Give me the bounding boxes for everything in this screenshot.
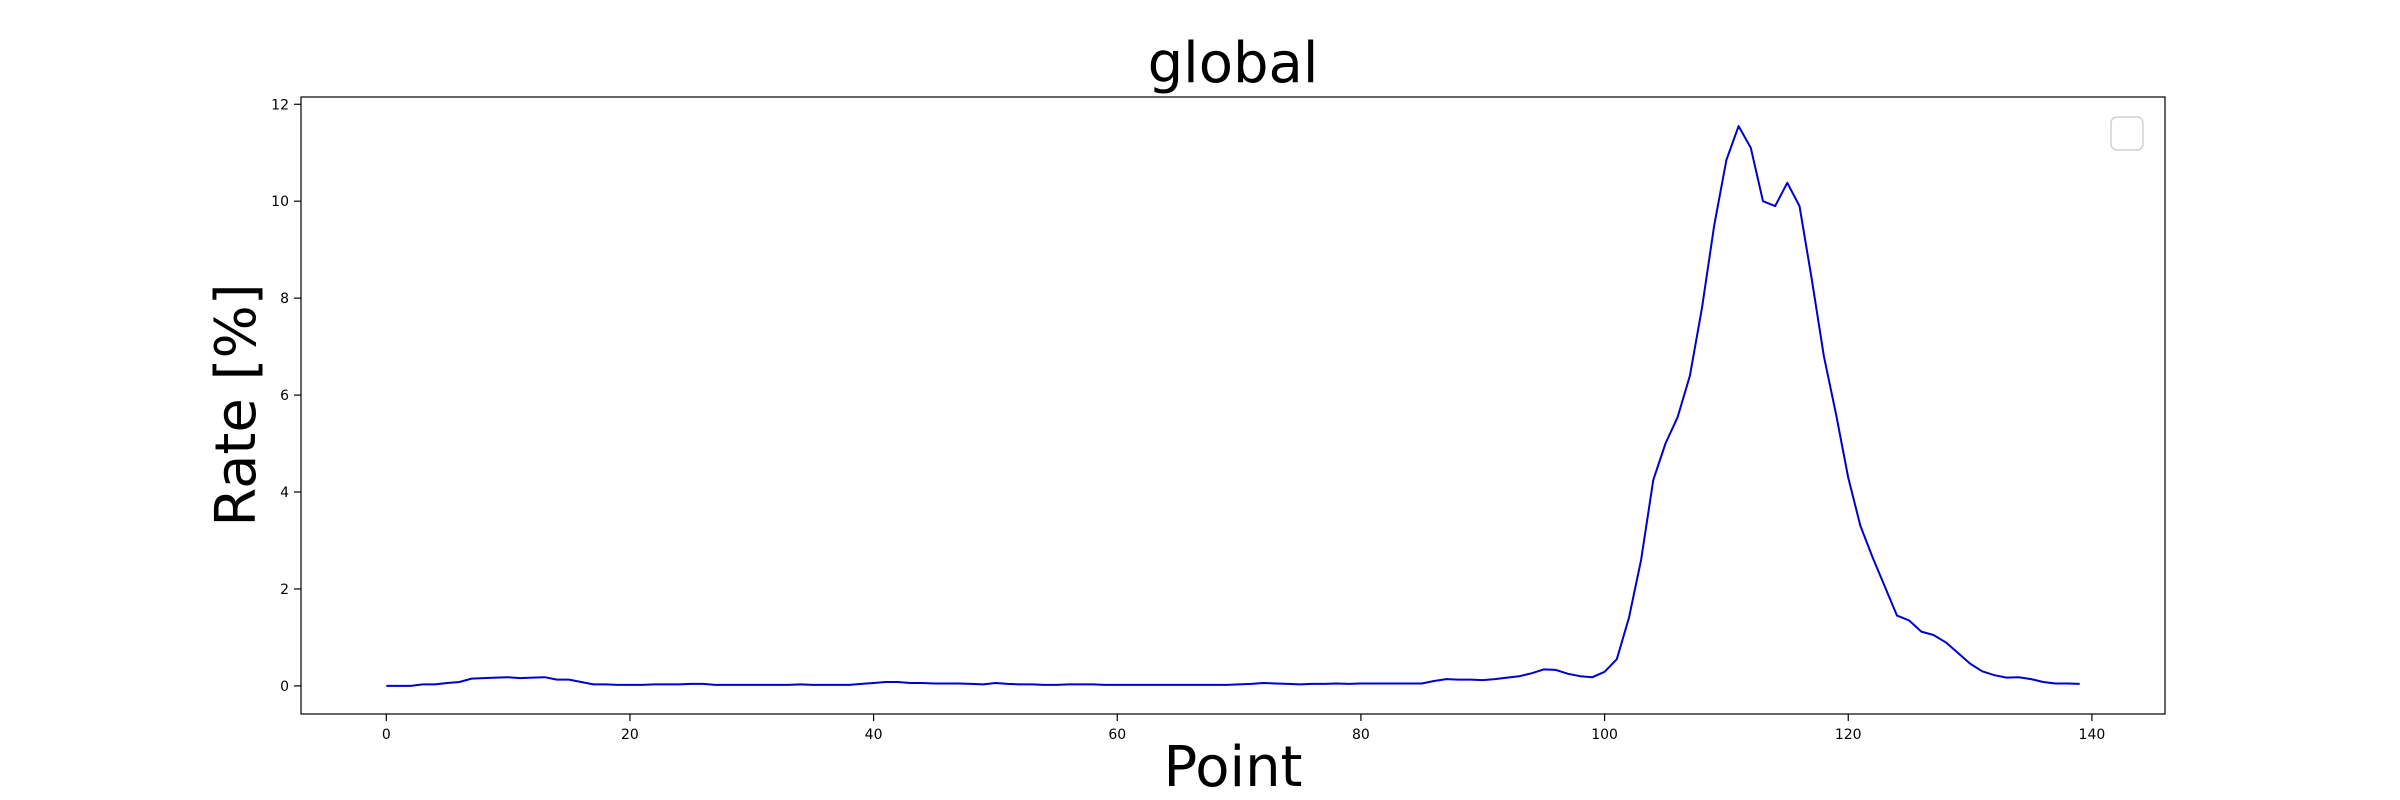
legend-box bbox=[2110, 116, 2144, 151]
plot-series bbox=[386, 125, 2080, 687]
x-tick-label: 80 bbox=[1352, 727, 1370, 743]
y-tick-label: 0 bbox=[280, 679, 289, 695]
y-tick-label: 8 bbox=[280, 291, 289, 307]
x-tick-label: 40 bbox=[865, 727, 883, 743]
series-line-0 bbox=[386, 125, 2080, 687]
y-axis-label: Rate [%] bbox=[204, 283, 269, 526]
chart-title: global bbox=[1148, 31, 1319, 96]
x-axis-ticks: 0 20 40 60 80 100 120 140 bbox=[382, 714, 2105, 743]
x-tick-label: 140 bbox=[2079, 727, 2106, 743]
y-axis-ticks: 0 2 4 6 8 10 12 bbox=[271, 97, 301, 695]
y-tick-label: 10 bbox=[271, 194, 289, 210]
y-tick-label: 2 bbox=[280, 582, 289, 598]
x-axis-label: Point bbox=[1163, 735, 1302, 800]
x-tick-label: 60 bbox=[1108, 727, 1126, 743]
y-tick-label: 12 bbox=[271, 97, 289, 113]
plot-area-frame bbox=[300, 96, 2166, 715]
x-tick-label: 20 bbox=[621, 727, 639, 743]
y-tick-label: 6 bbox=[280, 388, 289, 404]
y-tick-label: 4 bbox=[280, 485, 289, 501]
x-tick-label: 100 bbox=[1591, 727, 1618, 743]
x-tick-label: 0 bbox=[382, 727, 391, 743]
x-tick-label: 120 bbox=[1835, 727, 1862, 743]
